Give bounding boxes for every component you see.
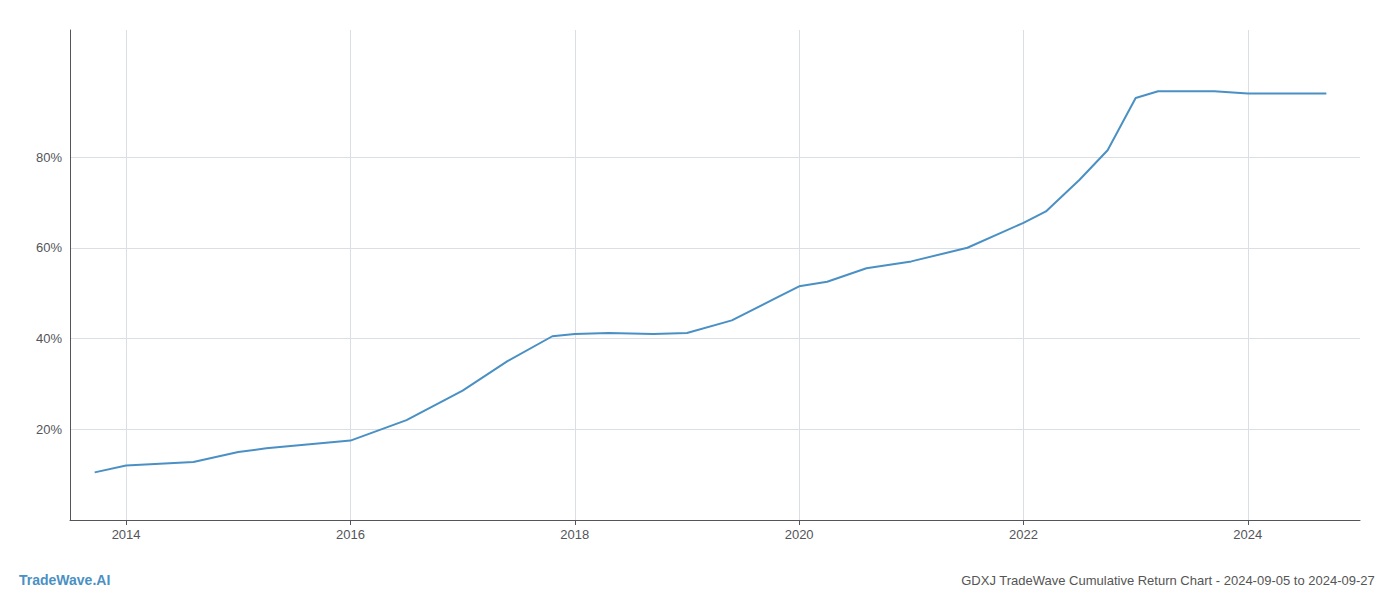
svg-text:2022: 2022	[1009, 527, 1038, 542]
svg-text:2016: 2016	[336, 527, 365, 542]
svg-text:20%: 20%	[36, 422, 62, 437]
svg-text:2020: 2020	[785, 527, 814, 542]
svg-text:2018: 2018	[560, 527, 589, 542]
svg-text:40%: 40%	[36, 331, 62, 346]
svg-text:80%: 80%	[36, 150, 62, 165]
svg-text:GDXJ TradeWave Cumulative Retu: GDXJ TradeWave Cumulative Return Chart -…	[961, 573, 1375, 588]
svg-text:2024: 2024	[1233, 527, 1262, 542]
svg-text:60%: 60%	[36, 240, 62, 255]
svg-text:2014: 2014	[112, 527, 141, 542]
svg-text:TradeWave.AI: TradeWave.AI	[19, 572, 110, 588]
